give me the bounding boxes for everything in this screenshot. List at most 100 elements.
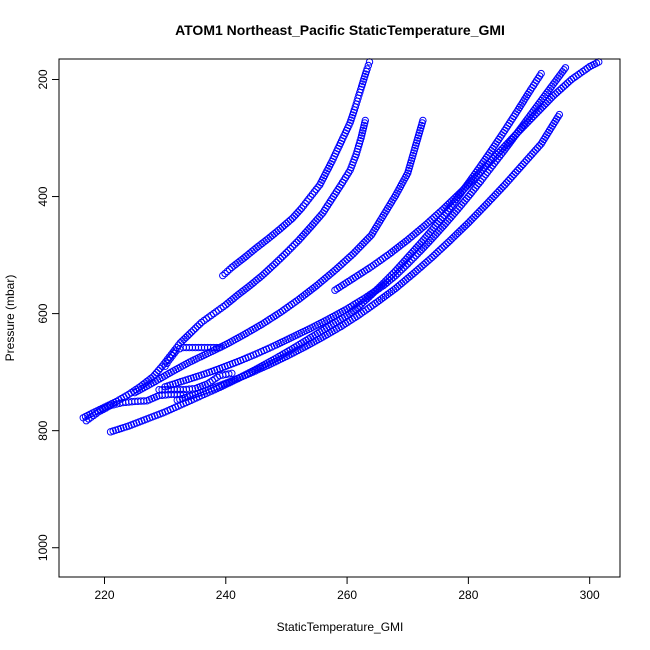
data-point <box>451 231 460 239</box>
data-point <box>498 145 507 153</box>
data-point <box>282 249 291 257</box>
data-point <box>353 246 361 254</box>
data-point <box>487 156 496 165</box>
data-point <box>436 225 445 233</box>
data-point <box>188 385 197 393</box>
data-point <box>561 81 570 89</box>
data-point <box>479 204 487 212</box>
data-point <box>288 242 297 251</box>
data-point <box>278 252 287 261</box>
data-point <box>412 251 420 260</box>
data-point <box>317 278 325 286</box>
data-point <box>301 229 310 237</box>
data-point <box>183 332 192 340</box>
data-point <box>428 215 436 223</box>
data-point <box>466 217 474 225</box>
data-point <box>424 238 433 247</box>
data-point <box>424 219 432 227</box>
data-point <box>288 214 297 222</box>
data-point <box>357 85 365 94</box>
data-point <box>329 268 337 276</box>
data-point <box>430 251 438 260</box>
data-point <box>266 264 274 272</box>
data-point <box>140 397 148 405</box>
data-point <box>436 208 444 216</box>
data-point <box>433 229 441 237</box>
data-point <box>410 254 418 262</box>
data-point <box>459 224 467 232</box>
data-point <box>502 179 511 187</box>
data-point <box>363 65 371 73</box>
data-point <box>519 160 527 169</box>
x-tick-label: 280 <box>458 588 478 602</box>
data-point <box>551 90 560 98</box>
data-point <box>476 177 485 186</box>
data-point <box>319 276 327 285</box>
data-point <box>501 181 509 189</box>
data-point <box>356 242 365 251</box>
data-point <box>432 249 440 258</box>
data-point <box>434 210 442 218</box>
data-point <box>542 99 550 108</box>
data-point <box>408 232 416 241</box>
data-point <box>499 183 507 191</box>
data-point <box>402 262 410 270</box>
data-point <box>412 229 420 237</box>
data-point <box>296 206 304 214</box>
data-point <box>274 256 283 265</box>
data-point <box>426 236 434 245</box>
data-point <box>440 221 448 229</box>
data-point <box>250 278 258 286</box>
data-point <box>443 217 452 225</box>
data-point <box>408 256 416 264</box>
data-point <box>228 296 236 304</box>
data-point <box>509 133 517 141</box>
data-point <box>508 172 516 181</box>
data-point <box>299 202 308 210</box>
data-point <box>410 231 418 239</box>
data-point <box>272 258 281 267</box>
data-point <box>462 220 471 229</box>
data-point <box>412 267 420 276</box>
data-point <box>308 221 317 229</box>
data-point <box>172 347 180 355</box>
data-point <box>406 258 414 266</box>
data-point <box>333 264 341 273</box>
data-point <box>416 226 424 234</box>
data-point <box>490 192 498 201</box>
data-point <box>487 147 495 155</box>
data-point <box>185 330 194 338</box>
data-point <box>276 254 285 263</box>
data-point <box>471 211 480 220</box>
data-point <box>282 219 291 228</box>
data-point <box>418 262 426 270</box>
data-point <box>399 264 408 272</box>
data-point <box>274 226 283 235</box>
data-point <box>339 259 347 267</box>
data-point <box>312 217 320 225</box>
data-point <box>423 240 431 248</box>
data-point <box>528 150 536 158</box>
data-point <box>486 196 494 204</box>
data-point <box>420 222 428 231</box>
data-point <box>422 220 430 229</box>
data-point <box>399 277 408 286</box>
data-point <box>246 249 254 257</box>
data-point <box>268 231 276 240</box>
data-point <box>406 234 414 242</box>
data-point <box>170 349 178 358</box>
data-point <box>225 265 234 274</box>
data-point <box>428 234 436 243</box>
data-point <box>228 369 236 378</box>
data-point <box>168 352 177 360</box>
data-point <box>491 190 500 199</box>
data-point <box>453 229 462 238</box>
data-point <box>191 324 200 332</box>
data-point <box>482 200 491 208</box>
data-point <box>430 233 438 241</box>
data-point <box>364 235 372 243</box>
data-point <box>296 234 304 243</box>
data-point <box>325 271 333 280</box>
x-tick-label: 220 <box>94 588 114 602</box>
data-point <box>420 260 428 269</box>
